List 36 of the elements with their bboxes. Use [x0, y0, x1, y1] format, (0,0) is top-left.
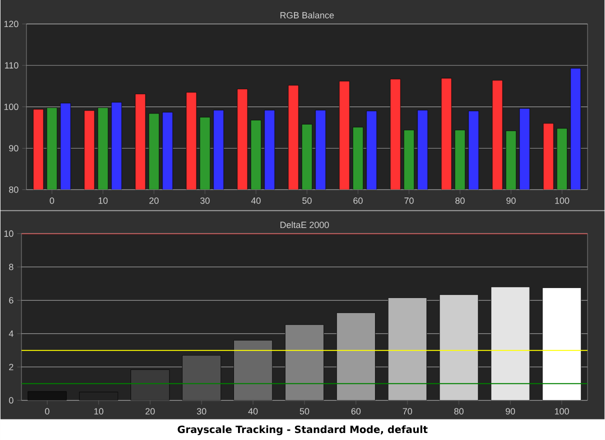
y-tick-label: 100	[4, 104, 18, 110]
x-tick-label: 70	[402, 408, 412, 414]
y-tick-label: 8	[9, 264, 14, 270]
x-tick-label: 100	[554, 408, 569, 414]
y-tick-label: 2	[9, 364, 14, 370]
x-tick-label: 80	[455, 197, 465, 204]
y-tick-label: 110	[5, 62, 18, 68]
y-tick-label: 90	[9, 144, 18, 152]
x-tick-label: 90	[506, 408, 515, 414]
x-tick-label: 30	[200, 197, 210, 204]
y-tick-label: 6	[9, 296, 14, 304]
y-tick-label: 120	[4, 20, 18, 28]
x-tick-label: 0	[45, 408, 50, 414]
x-tick-label: 40	[248, 408, 258, 414]
chart-title: RGB Balance	[280, 12, 334, 18]
x-tick-label: 20	[146, 408, 155, 414]
x-tick-label: 30	[196, 408, 206, 414]
x-tick-label: 70	[404, 197, 414, 204]
y-tick-label: 10	[4, 230, 14, 237]
x-tick-label: 50	[300, 408, 310, 414]
x-tick-label: 50	[302, 197, 312, 204]
x-tick-label: 10	[98, 197, 108, 204]
y-tick-label: 80	[9, 186, 18, 193]
x-tick-label: 40	[251, 197, 261, 204]
text: Grayscale Tracking - Standard Mode, default	[178, 425, 428, 436]
x-tick-label: 100	[555, 197, 570, 204]
x-tick-label: 80	[454, 408, 464, 414]
y-tick-label: 0	[9, 397, 14, 404]
x-tick-label: 60	[351, 408, 361, 414]
x-tick-label: 0	[50, 197, 54, 204]
x-tick-label: 20	[149, 197, 159, 204]
x-tick-label: 10	[94, 408, 104, 414]
y-tick-label: 4	[8, 330, 14, 337]
chart-title: DeltaE 2000	[280, 221, 329, 228]
x-tick-label: 90	[506, 197, 516, 204]
x-tick-label: 60	[353, 197, 363, 204]
